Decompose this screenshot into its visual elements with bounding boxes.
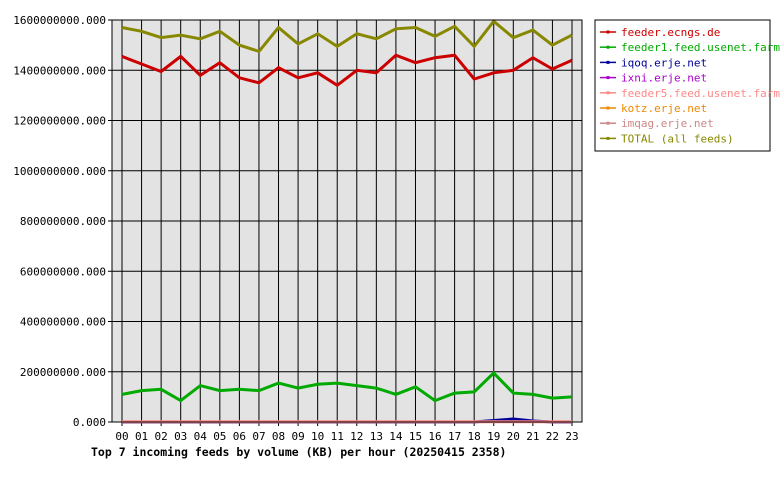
x-tick-label: 06 [233,430,246,443]
x-tick-label: 03 [174,430,187,443]
legend-entry: ixni.erje.net [621,72,707,85]
legend-entry: feeder5.feed.usenet.farm [621,87,780,100]
y-tick-label: 200000000.000 [20,366,106,379]
legend-marker [606,121,610,125]
legend-entry: imqag.erje.net [621,117,714,130]
x-tick-label: 17 [448,430,461,443]
legend-entry: kotz.erje.net [621,102,707,115]
y-tick-label: 1200000000.000 [13,115,106,128]
x-tick-label: 16 [428,430,441,443]
y-axis-ticks: 0.000 200000000.000 400000000.000 600000000… [13,14,112,429]
series-line-0 [121,53,573,88]
x-tick-label: 20 [507,430,520,443]
x-tick-label: 19 [487,430,500,443]
plot-border [111,19,583,423]
y-tick-label: 600000000.000 [20,265,106,278]
legend-marker [606,106,610,110]
legend: feeder.ecngs.de feeder1.feed.usenet.farm i… [594,19,780,152]
legend-marker [606,136,610,140]
legend-marker [606,91,610,95]
legend-marker [606,45,610,49]
legend-marker [606,30,610,34]
x-tick-label: 13 [370,430,383,443]
x-tick-label: 22 [546,430,559,443]
x-tick-label: 10 [311,430,324,443]
x-tick-label: 21 [526,430,539,443]
legend-entry: feeder.ecngs.de [621,26,720,39]
x-tick-label: 05 [213,430,226,443]
chart-title: Top 7 incoming feeds by volume (KB) per … [91,445,506,459]
x-tick-label: 23 [565,430,578,443]
x-tick-label: 14 [389,430,403,443]
x-tick-label: 15 [409,430,422,443]
y-tick-label: 0.000 [73,416,106,429]
x-tick-label: 00 [115,430,128,443]
x-tick-label: 09 [291,430,304,443]
x-tick-label: 18 [468,430,481,443]
x-axis-ticks: 00 01 02 03 04 05 06 07 08 09 10 11 12 13 14 15 16 17 18 19… [115,422,579,443]
x-tick-label: 07 [252,430,265,443]
series-line-1 [121,370,573,403]
x-tick-label: 11 [331,430,344,443]
x-tick-label: 08 [272,430,285,443]
legend-marker [606,60,610,64]
x-tick-label: 02 [155,430,168,443]
y-tick-label: 1400000000.000 [13,64,106,77]
x-tick-label: 12 [350,430,363,443]
y-tick-label: 1000000000.000 [13,165,106,178]
x-tick-label: 04 [194,430,208,443]
legend-entry: iqoq.erje.net [621,56,707,69]
legend-box [594,19,771,152]
y-tick-label: 800000000.000 [20,215,106,228]
y-tick-label: 1600000000.000 [13,14,106,27]
x-tick-label: 01 [135,430,148,443]
legend-marker [606,76,610,80]
legend-entry: feeder1.feed.usenet.farm [621,41,780,54]
series-line-7 [121,19,573,54]
legend-entry: TOTAL (all feeds) [621,132,734,145]
y-tick-label: 400000000.000 [20,316,106,329]
